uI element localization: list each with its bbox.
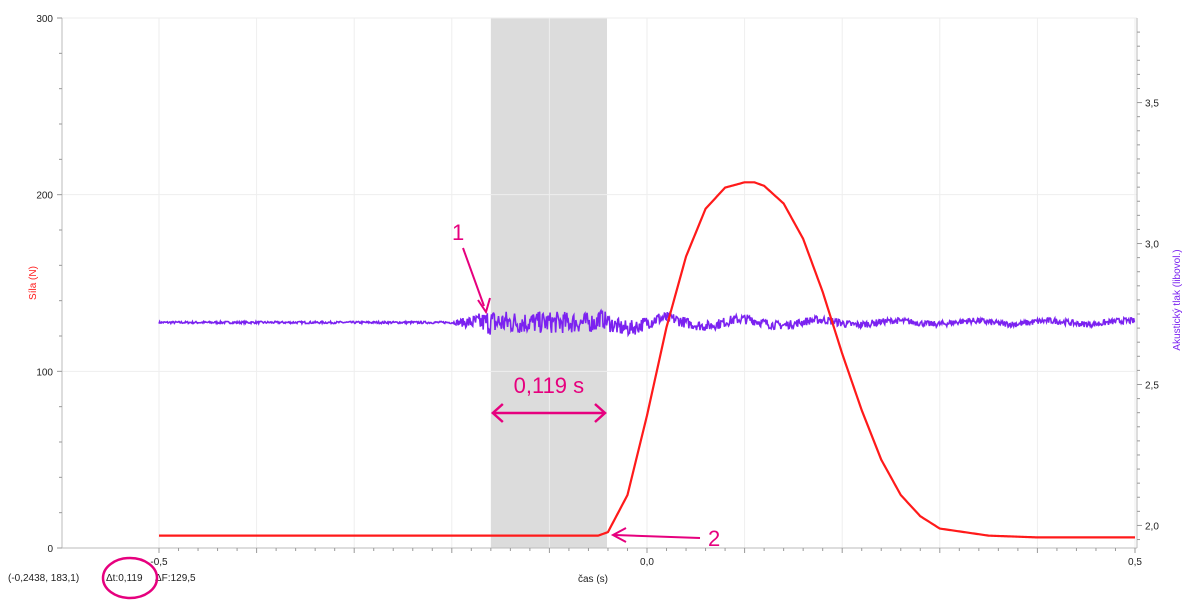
interval-arrowhead-right: [594, 403, 607, 423]
y-right-tick-label: 2,0: [1145, 521, 1159, 532]
status-highlight-circle: [101, 556, 159, 600]
status-coords: (-0,2438, 183,1): [8, 573, 79, 584]
y-right-tick-label: 3,5: [1145, 99, 1159, 110]
interval-arrowhead-left: [490, 403, 504, 423]
x-tick-label: -0,5: [150, 557, 168, 568]
pressure-series-line: [158, 308, 1136, 338]
interval-label: 0,119 s: [514, 373, 585, 398]
annotation-arrow-1: [462, 247, 485, 307]
annotation-label-2: 2: [708, 526, 720, 551]
y-left-axis-title: Síla (N): [28, 266, 39, 300]
annotation-arrowhead-1: [477, 297, 491, 315]
y-left-tick-label: 200: [36, 191, 53, 202]
x-tick-label: 0,0: [640, 557, 654, 568]
annotation-arrowhead-2: [610, 527, 627, 543]
y-right-tick-label: 2,5: [1145, 380, 1159, 391]
x-tick-label: 0,5: [1128, 557, 1142, 568]
status-delta-t: Δt:0,119: [106, 573, 143, 584]
status-delta-f: ΔF:129,5: [155, 573, 196, 584]
annotation-arrow-2: [614, 534, 701, 539]
y-left-tick-label: 300: [36, 14, 53, 25]
force-series-line: [159, 181, 1135, 539]
x-axis-title: čas (s): [578, 574, 608, 585]
annotation-label-1: 1: [452, 220, 464, 245]
y-right-tick-label: 3,0: [1145, 240, 1159, 251]
y-left-tick-label: 100: [36, 367, 53, 378]
y-left-tick-label: 0: [47, 544, 53, 555]
y-right-axis-title: Akustický tlak (libovol.): [1172, 249, 1183, 350]
